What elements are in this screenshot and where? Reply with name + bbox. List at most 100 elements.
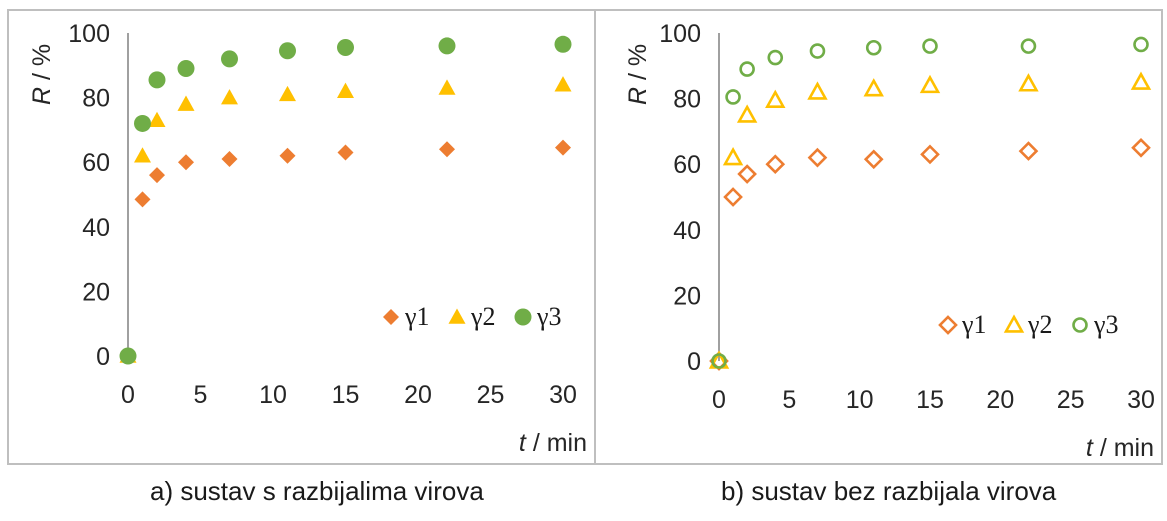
y-tick-label: 0 <box>96 343 110 371</box>
legend-marker-s2 <box>1003 314 1025 333</box>
y-axis-label-unit: / % <box>624 44 652 87</box>
legend-label-s2: γ2 <box>1027 310 1053 339</box>
legend-label-s3: γ3 <box>536 302 562 331</box>
data-point-diamond-s1 <box>920 144 940 165</box>
data-point-diamond-s1 <box>737 164 757 184</box>
y-axis-label: R / % <box>624 44 652 105</box>
y-axis-label: R / % <box>28 44 56 105</box>
chart-panel-a: 0 20 40 60 80 100 0 5 10 15 20 25 30 R / % t / min γ1 γ2… <box>7 9 596 465</box>
y-tick-label: 80 <box>673 86 701 114</box>
x-tick-label: 15 <box>916 386 944 414</box>
data-point-triangle-s2 <box>221 89 238 105</box>
data-point-circle-s3 <box>221 50 238 68</box>
x-tick-label: 20 <box>404 381 432 409</box>
data-point-diamond-s1 <box>863 149 884 170</box>
data-point-circle-s3 <box>711 353 727 369</box>
data-point-triangle-s2 <box>919 74 941 94</box>
data-point-circle-s3 <box>1020 38 1037 54</box>
caption-b: b) sustav bez razbijala virova <box>721 476 1057 506</box>
x-axis-label-variable: t <box>1086 434 1094 462</box>
data-point-triangle-s2 <box>863 78 884 97</box>
data-point-triangle-s2 <box>1018 73 1039 92</box>
data-point-circle-s3 <box>177 60 195 78</box>
data-point-diamond-s1 <box>1131 137 1151 158</box>
y-tick-label: 60 <box>82 149 110 177</box>
y-tick-label: 20 <box>673 282 701 310</box>
x-tick-label: 5 <box>782 386 796 414</box>
data-point-diamond-s1 <box>1018 141 1039 161</box>
data-point-diamond-s1 <box>134 191 151 208</box>
x-tick-label: 20 <box>986 386 1014 414</box>
data-point-diamond-s1 <box>279 147 296 164</box>
y-tick-label: 80 <box>82 85 110 113</box>
data-point-triangle-s2 <box>337 82 354 98</box>
x-axis-label: t / min <box>1086 434 1154 462</box>
x-axis-label: t / min <box>519 429 587 457</box>
data-point-circle-s3 <box>337 39 354 57</box>
data-point-triangle-s2 <box>177 95 195 111</box>
data-point-triangle-s2 <box>134 147 151 163</box>
caption-a: a) sustav s razbijalima virova <box>150 476 484 506</box>
legend-marker-s2 <box>448 308 466 324</box>
data-point-circle-s3 <box>865 39 882 56</box>
data-point-circle-s3 <box>148 71 166 89</box>
x-tick-label: 15 <box>332 381 360 409</box>
data-point-diamond-s1 <box>807 147 828 168</box>
data-point-circle-s3 <box>279 42 296 60</box>
data-point-diamond-s1 <box>337 144 354 161</box>
data-point-diamond-s1 <box>439 141 455 158</box>
legend-marker-s3 <box>514 308 532 326</box>
data-point-circle-s3 <box>809 43 826 59</box>
x-tick-label: 30 <box>1127 386 1155 414</box>
chart-panel-b: 0 20 40 60 80 100 0 5 10 15 20 25 30 R / % t / min γ1 γ2… <box>594 9 1163 465</box>
data-point-circle-s3 <box>1133 36 1149 53</box>
data-point-diamond-s1 <box>723 187 743 207</box>
y-axis-label-variable: R <box>28 87 56 105</box>
data-point-triangle-s2 <box>736 104 758 123</box>
data-point-triangle-s2 <box>279 85 296 102</box>
data-point-triangle-s2 <box>438 79 456 95</box>
legend-label-s1: γ1 <box>404 302 430 331</box>
data-point-triangle-s2 <box>148 111 166 128</box>
legend-marker-s3 <box>1072 317 1088 333</box>
legend-label-s3: γ3 <box>1093 310 1119 339</box>
y-axis-label-unit: / % <box>28 44 56 87</box>
data-point-diamond-s1 <box>149 167 165 184</box>
data-point-diamond-s1 <box>555 139 571 156</box>
y-axis-label-variable: R <box>624 87 652 105</box>
x-tick-label: 10 <box>259 381 287 409</box>
legend-marker-s1 <box>938 315 958 335</box>
x-tick-label: 5 <box>194 381 208 409</box>
data-point-triangle-s2 <box>807 81 828 100</box>
chart-frame <box>594 9 1163 465</box>
x-tick-label: 10 <box>846 386 874 414</box>
data-point-triangle-s2 <box>554 76 572 92</box>
legend-marker-s1 <box>383 309 399 325</box>
data-point-triangle-s2 <box>722 146 744 166</box>
data-point-circle-s3 <box>767 49 784 66</box>
data-point-triangle-s2 <box>765 89 786 108</box>
y-tick-label: 20 <box>82 278 110 306</box>
legend-label-s1: γ1 <box>961 310 987 339</box>
y-tick-label: 60 <box>673 151 701 179</box>
x-axis-label-unit: / min <box>1093 434 1154 462</box>
y-tick-label: 40 <box>673 217 701 245</box>
x-tick-label: 0 <box>712 386 726 414</box>
x-tick-label: 25 <box>477 381 505 409</box>
data-point-circle-s3 <box>554 35 572 53</box>
y-tick-label: 0 <box>687 348 701 376</box>
data-point-triangle-s2 <box>1130 71 1152 90</box>
data-point-circle-s3 <box>739 61 755 77</box>
data-point-diamond-s1 <box>178 154 194 171</box>
data-point-circle-s3 <box>119 347 137 365</box>
data-point-diamond-s1 <box>221 150 238 167</box>
data-point-circle-s3 <box>725 89 741 105</box>
x-tick-label: 25 <box>1057 386 1085 414</box>
data-point-circle-s3 <box>134 114 151 132</box>
y-tick-label: 100 <box>68 20 110 48</box>
data-point-circle-s3 <box>922 38 938 54</box>
legend-label-s2: γ2 <box>470 302 496 331</box>
x-tick-label: 0 <box>121 381 135 409</box>
data-point-diamond-s1 <box>765 154 786 175</box>
